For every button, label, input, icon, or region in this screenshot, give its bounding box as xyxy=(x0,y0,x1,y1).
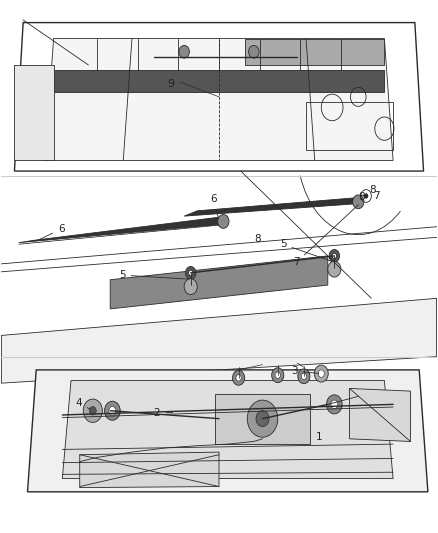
Circle shape xyxy=(249,45,259,58)
Polygon shape xyxy=(184,198,358,216)
FancyBboxPatch shape xyxy=(215,394,311,444)
Text: 3: 3 xyxy=(291,366,318,376)
Text: 2: 2 xyxy=(154,408,173,418)
Polygon shape xyxy=(350,389,410,441)
Polygon shape xyxy=(62,381,393,479)
Circle shape xyxy=(83,399,102,422)
Text: 7: 7 xyxy=(373,191,379,200)
Circle shape xyxy=(188,270,193,276)
Polygon shape xyxy=(19,216,228,243)
Text: 8: 8 xyxy=(254,233,261,244)
Circle shape xyxy=(314,365,328,382)
Circle shape xyxy=(109,407,116,415)
Text: 8: 8 xyxy=(369,185,376,195)
Circle shape xyxy=(272,368,284,383)
Circle shape xyxy=(236,375,241,381)
Text: 5: 5 xyxy=(119,270,188,280)
Text: 7: 7 xyxy=(293,205,358,268)
Circle shape xyxy=(218,215,229,228)
Circle shape xyxy=(326,395,342,414)
Circle shape xyxy=(364,193,368,199)
Text: 4: 4 xyxy=(75,398,90,409)
Polygon shape xyxy=(1,298,437,383)
Circle shape xyxy=(233,370,245,385)
Circle shape xyxy=(256,411,269,426)
Circle shape xyxy=(331,400,338,409)
Text: 6: 6 xyxy=(210,194,218,217)
Circle shape xyxy=(247,400,278,437)
Circle shape xyxy=(353,195,364,209)
Polygon shape xyxy=(14,65,53,160)
Circle shape xyxy=(318,370,324,377)
Circle shape xyxy=(89,407,96,415)
Circle shape xyxy=(184,279,197,295)
Text: 8: 8 xyxy=(358,192,366,201)
Text: 1: 1 xyxy=(316,432,322,442)
Circle shape xyxy=(275,372,280,378)
Polygon shape xyxy=(80,452,219,488)
Polygon shape xyxy=(53,70,385,92)
Circle shape xyxy=(329,249,339,262)
Polygon shape xyxy=(245,38,385,65)
Circle shape xyxy=(179,45,189,58)
Circle shape xyxy=(185,266,196,279)
Circle shape xyxy=(298,369,310,384)
Circle shape xyxy=(301,373,307,379)
Polygon shape xyxy=(110,256,328,309)
Text: 9: 9 xyxy=(168,78,175,88)
Text: 5: 5 xyxy=(280,239,332,261)
Circle shape xyxy=(332,253,336,259)
Circle shape xyxy=(328,261,341,277)
Text: 6: 6 xyxy=(39,224,64,240)
Circle shape xyxy=(105,401,120,420)
Polygon shape xyxy=(45,38,393,160)
Polygon shape xyxy=(28,370,428,492)
